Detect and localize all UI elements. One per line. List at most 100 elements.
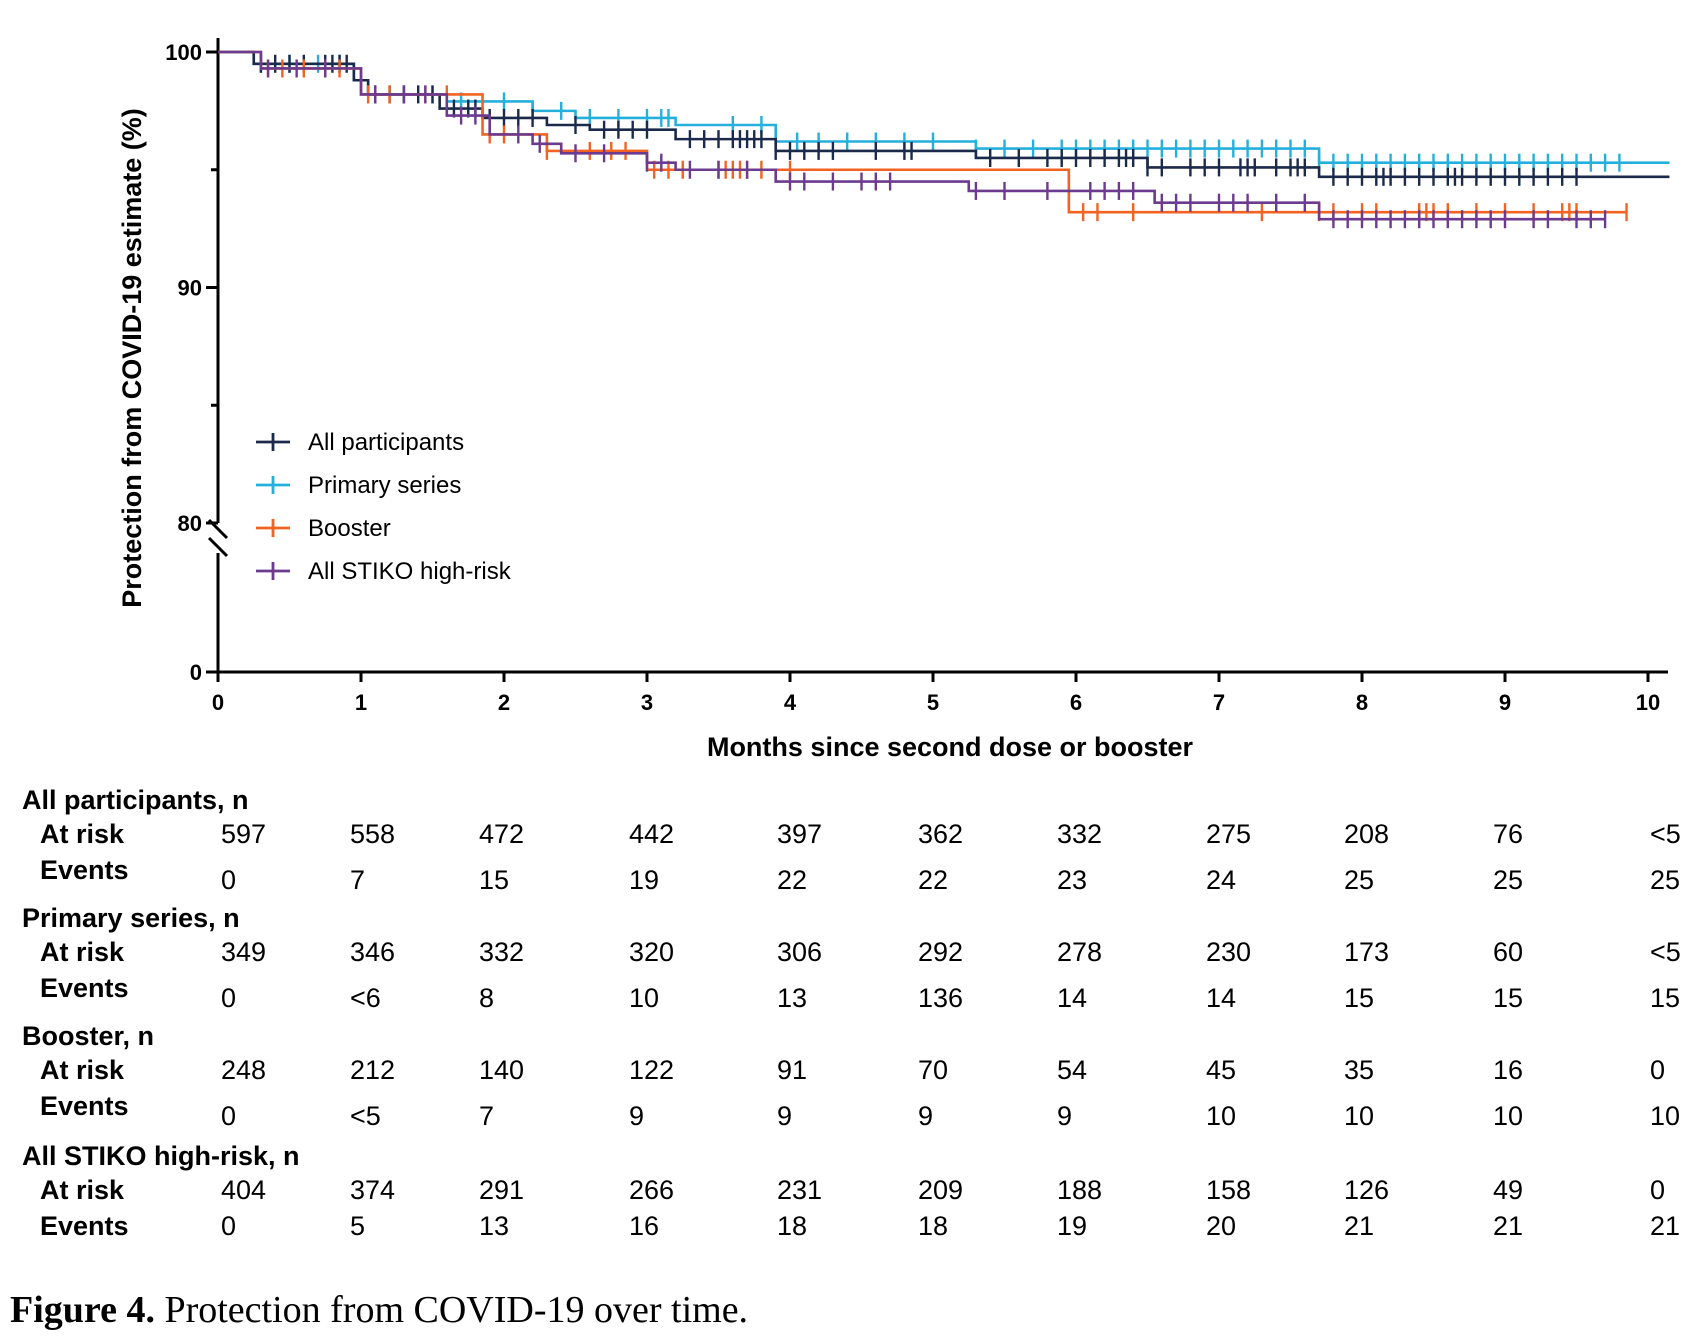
at-risk-value: 404 xyxy=(221,1175,267,1205)
events-value: 9 xyxy=(777,1101,793,1131)
events-value: 19 xyxy=(629,865,660,895)
legend-label: All STIKO high-risk xyxy=(308,558,512,585)
axis-break-mark xyxy=(207,536,229,558)
figure-label: Figure 4. xyxy=(10,1289,155,1331)
events-value: 18 xyxy=(777,1211,808,1241)
events-value: 0 xyxy=(221,983,237,1013)
x-tick-label: 6 xyxy=(1070,690,1082,715)
events-value: 10 xyxy=(1493,1101,1524,1131)
legend-label: All participants xyxy=(308,429,464,456)
events-value: 21 xyxy=(1493,1211,1524,1241)
at-risk-value: 126 xyxy=(1344,1175,1390,1205)
at-risk-value: 306 xyxy=(777,937,823,967)
events-value: 9 xyxy=(629,1101,645,1131)
at-risk-value: 16 xyxy=(1493,1055,1524,1085)
figure-caption: Figure 4. Protection from COVID-19 over … xyxy=(10,1288,748,1332)
events-value: 13 xyxy=(479,1211,510,1241)
at-risk-value: 122 xyxy=(629,1055,675,1085)
at-risk-value: 35 xyxy=(1344,1055,1375,1085)
risk-group-title: Primary series, n xyxy=(22,903,240,933)
events-value: 8 xyxy=(479,983,495,1013)
x-tick-label: 8 xyxy=(1356,690,1368,715)
at-risk-value: 91 xyxy=(777,1055,808,1085)
y-tick-label: 0 xyxy=(190,660,202,685)
at-risk-label: At risk xyxy=(40,1055,125,1085)
legend-item: All participants xyxy=(256,429,464,456)
events-value: 25 xyxy=(1650,865,1681,895)
at-risk-value: 60 xyxy=(1493,937,1524,967)
at-risk-value: 349 xyxy=(221,937,267,967)
x-tick-label: 2 xyxy=(498,690,510,715)
at-risk-value: 332 xyxy=(1057,819,1103,849)
events-value: 10 xyxy=(1344,1101,1375,1131)
at-risk-value: 292 xyxy=(918,937,964,967)
at-risk-value: 266 xyxy=(629,1175,675,1205)
axes: 100 90 80 00 1 2 3 4 5 6 7 8 9 10 xyxy=(165,38,1668,715)
y-tick-label: 80 xyxy=(178,511,202,536)
legend-label: Booster xyxy=(308,515,391,542)
events-label: Events xyxy=(40,855,129,885)
x-tick-label: 9 xyxy=(1499,690,1511,715)
at-risk-value: 0 xyxy=(1650,1175,1666,1205)
events-value: 9 xyxy=(1057,1101,1073,1131)
events-value: 7 xyxy=(350,865,366,895)
events-label: Events xyxy=(40,1091,129,1121)
events-value: 10 xyxy=(629,983,660,1013)
y-axis-title: Protection from COVID-19 estimate (%) xyxy=(117,108,147,608)
events-value: 15 xyxy=(479,865,510,895)
events-value: 10 xyxy=(1650,1101,1681,1131)
km-chart: 100 90 80 00 1 2 3 4 5 6 7 8 9 10 All participants Pri… xyxy=(117,38,1670,762)
events-value: 22 xyxy=(918,865,949,895)
at-risk-value: 209 xyxy=(918,1175,964,1205)
events-label: Events xyxy=(40,1211,129,1241)
events-value: 25 xyxy=(1493,865,1524,895)
events-value: <6 xyxy=(350,983,381,1013)
at-risk-value: 76 xyxy=(1493,819,1524,849)
at-risk-value: 45 xyxy=(1206,1055,1237,1085)
at-risk-value: 278 xyxy=(1057,937,1103,967)
events-value: 9 xyxy=(918,1101,934,1131)
risk-group-title: All participants, n xyxy=(22,785,249,815)
at-risk-value: 231 xyxy=(777,1175,823,1205)
at-risk-value: 54 xyxy=(1057,1055,1088,1085)
risk-group-title: Booster, n xyxy=(22,1021,155,1051)
events-value: 15 xyxy=(1344,983,1375,1013)
x-tick-label: 1 xyxy=(355,690,367,715)
figure-caption-text: Protection from COVID-19 over time. xyxy=(164,1289,749,1331)
events-value: 0 xyxy=(221,865,237,895)
y-tick-label: 100 xyxy=(165,40,202,65)
at-risk-value: 291 xyxy=(479,1175,525,1205)
legend-item: Primary series xyxy=(256,472,461,499)
events-value: 15 xyxy=(1650,983,1681,1013)
events-value: 22 xyxy=(777,865,808,895)
x-tick-label: 4 xyxy=(784,690,797,715)
events-value: 15 xyxy=(1493,983,1524,1013)
events-value: 21 xyxy=(1650,1211,1681,1241)
legend: All participants Primary series Booster All… xyxy=(256,429,512,585)
events-value: 21 xyxy=(1344,1211,1375,1241)
events-value: 19 xyxy=(1057,1211,1088,1241)
at-risk-value: 212 xyxy=(350,1055,396,1085)
at-risk-value: 158 xyxy=(1206,1175,1252,1205)
events-value: 25 xyxy=(1344,865,1375,895)
events-value: 10 xyxy=(1206,1101,1237,1131)
at-risk-value: 442 xyxy=(629,819,675,849)
events-value: 136 xyxy=(918,983,964,1013)
events-value: 23 xyxy=(1057,865,1088,895)
at-risk-value: 374 xyxy=(350,1175,396,1205)
at-risk-value: 49 xyxy=(1493,1175,1524,1205)
events-label: Events xyxy=(40,973,129,1003)
at-risk-value: 275 xyxy=(1206,819,1252,849)
at-risk-value: 332 xyxy=(479,937,525,967)
events-value: 14 xyxy=(1057,983,1088,1013)
events-value: 0 xyxy=(221,1101,237,1131)
x-tick-label: 10 xyxy=(1636,690,1660,715)
series-layer xyxy=(218,50,1670,229)
events-value: <5 xyxy=(350,1101,381,1131)
at-risk-value: 558 xyxy=(350,819,396,849)
series-all-stiko-high-risk xyxy=(218,50,1607,229)
y-tick-label: 90 xyxy=(178,276,202,301)
events-value: 24 xyxy=(1206,865,1237,895)
at-risk-label: At risk xyxy=(40,819,125,849)
at-risk-value: 597 xyxy=(221,819,267,849)
